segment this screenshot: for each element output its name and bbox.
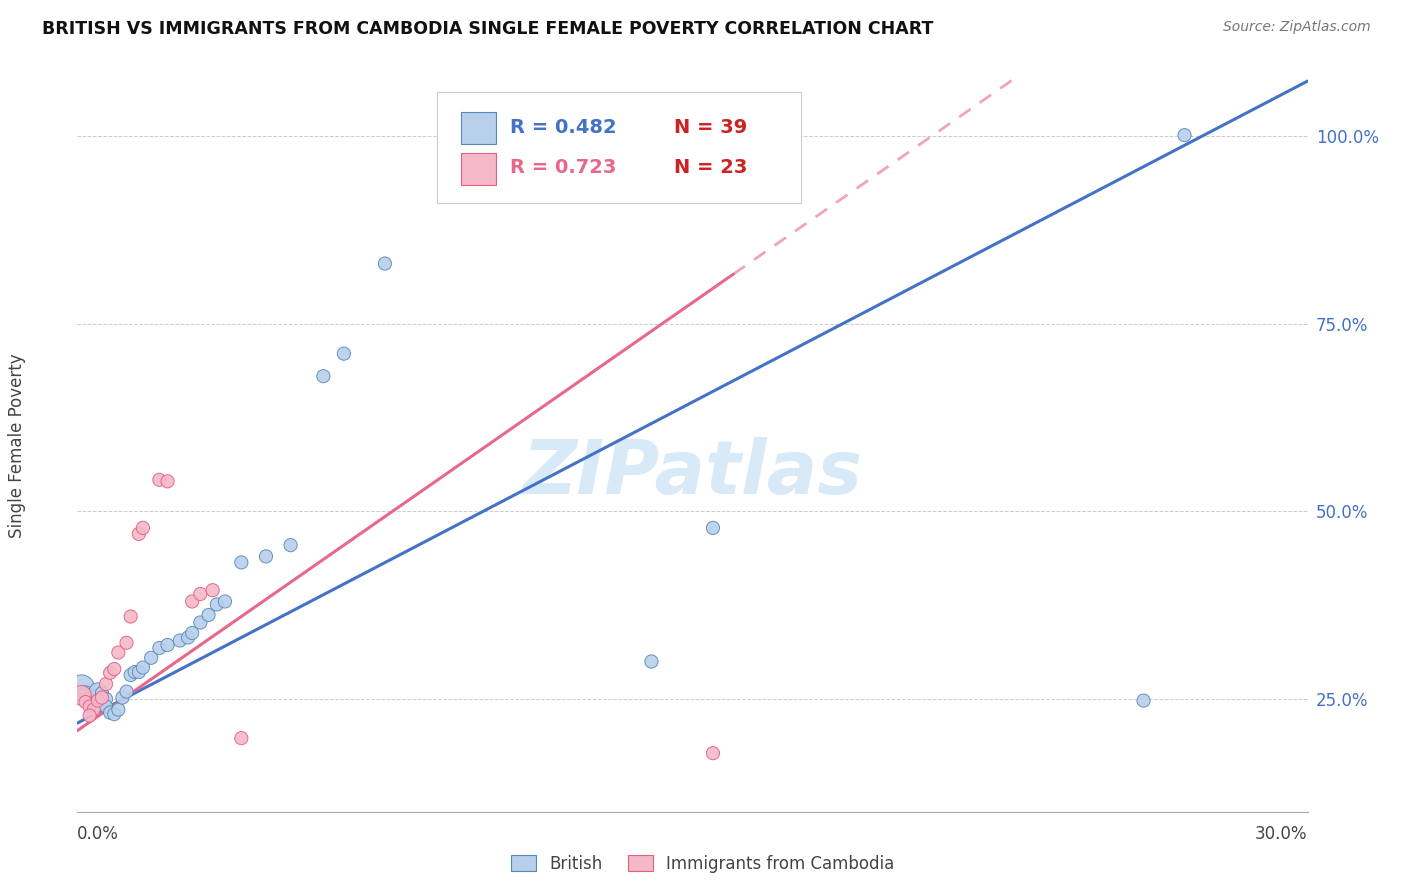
Text: Single Female Poverty: Single Female Poverty — [8, 354, 25, 538]
Point — [280, 538, 302, 552]
Point — [156, 475, 179, 489]
Point — [83, 703, 105, 717]
Point — [141, 650, 163, 665]
Point — [107, 646, 129, 660]
FancyBboxPatch shape — [437, 92, 801, 203]
Point — [231, 731, 253, 746]
Point — [231, 556, 253, 570]
Text: N = 23: N = 23 — [673, 158, 748, 178]
Point — [1132, 693, 1154, 707]
Point — [197, 607, 219, 622]
Point — [94, 692, 117, 706]
FancyBboxPatch shape — [461, 112, 496, 145]
Point — [214, 594, 236, 608]
Point — [103, 707, 125, 722]
Point — [70, 681, 93, 695]
Point — [148, 473, 170, 487]
Point — [201, 583, 224, 598]
Text: BRITISH VS IMMIGRANTS FROM CAMBODIA SINGLE FEMALE POVERTY CORRELATION CHART: BRITISH VS IMMIGRANTS FROM CAMBODIA SING… — [42, 20, 934, 37]
Point — [120, 668, 142, 682]
Point — [312, 369, 335, 384]
Point — [188, 615, 212, 630]
Point — [75, 695, 97, 709]
Point — [87, 684, 110, 698]
Text: R = 0.723: R = 0.723 — [510, 158, 617, 178]
Point — [181, 626, 204, 640]
Point — [188, 587, 212, 601]
Point — [156, 638, 179, 652]
Point — [169, 633, 191, 648]
Text: Source: ZipAtlas.com: Source: ZipAtlas.com — [1223, 20, 1371, 34]
Point — [79, 692, 101, 706]
Point — [124, 665, 146, 679]
Point — [94, 699, 117, 714]
FancyBboxPatch shape — [461, 153, 496, 185]
Point — [333, 346, 356, 360]
Point — [128, 665, 150, 679]
Point — [177, 631, 200, 645]
Point — [723, 128, 745, 143]
Point — [128, 527, 150, 541]
Point — [79, 699, 101, 714]
Text: 0.0%: 0.0% — [77, 825, 120, 843]
Legend: British, Immigrants from Cambodia: British, Immigrants from Cambodia — [505, 848, 901, 880]
Point — [1174, 128, 1197, 143]
Point — [87, 689, 110, 703]
Point — [702, 521, 724, 535]
Point — [98, 665, 121, 680]
Point — [111, 690, 134, 705]
Point — [90, 690, 114, 705]
Point — [115, 684, 138, 698]
Point — [254, 549, 277, 564]
Point — [79, 708, 101, 723]
Point — [115, 636, 138, 650]
Point — [98, 706, 121, 720]
Point — [70, 689, 93, 703]
Point — [148, 640, 170, 655]
Point — [87, 693, 110, 707]
Point — [107, 703, 129, 717]
Point — [90, 686, 114, 700]
Text: R = 0.482: R = 0.482 — [510, 118, 617, 136]
Point — [205, 598, 228, 612]
Point — [83, 693, 105, 707]
Point — [75, 686, 97, 700]
Point — [181, 594, 204, 608]
Point — [94, 677, 117, 691]
Point — [374, 256, 396, 270]
Point — [702, 746, 724, 760]
Text: 30.0%: 30.0% — [1256, 825, 1308, 843]
Point — [132, 660, 155, 674]
Text: ZIPatlas: ZIPatlas — [523, 437, 862, 509]
Point — [120, 609, 142, 624]
Point — [103, 662, 125, 676]
Point — [132, 521, 155, 535]
Point — [640, 655, 662, 669]
Text: N = 39: N = 39 — [673, 118, 747, 136]
